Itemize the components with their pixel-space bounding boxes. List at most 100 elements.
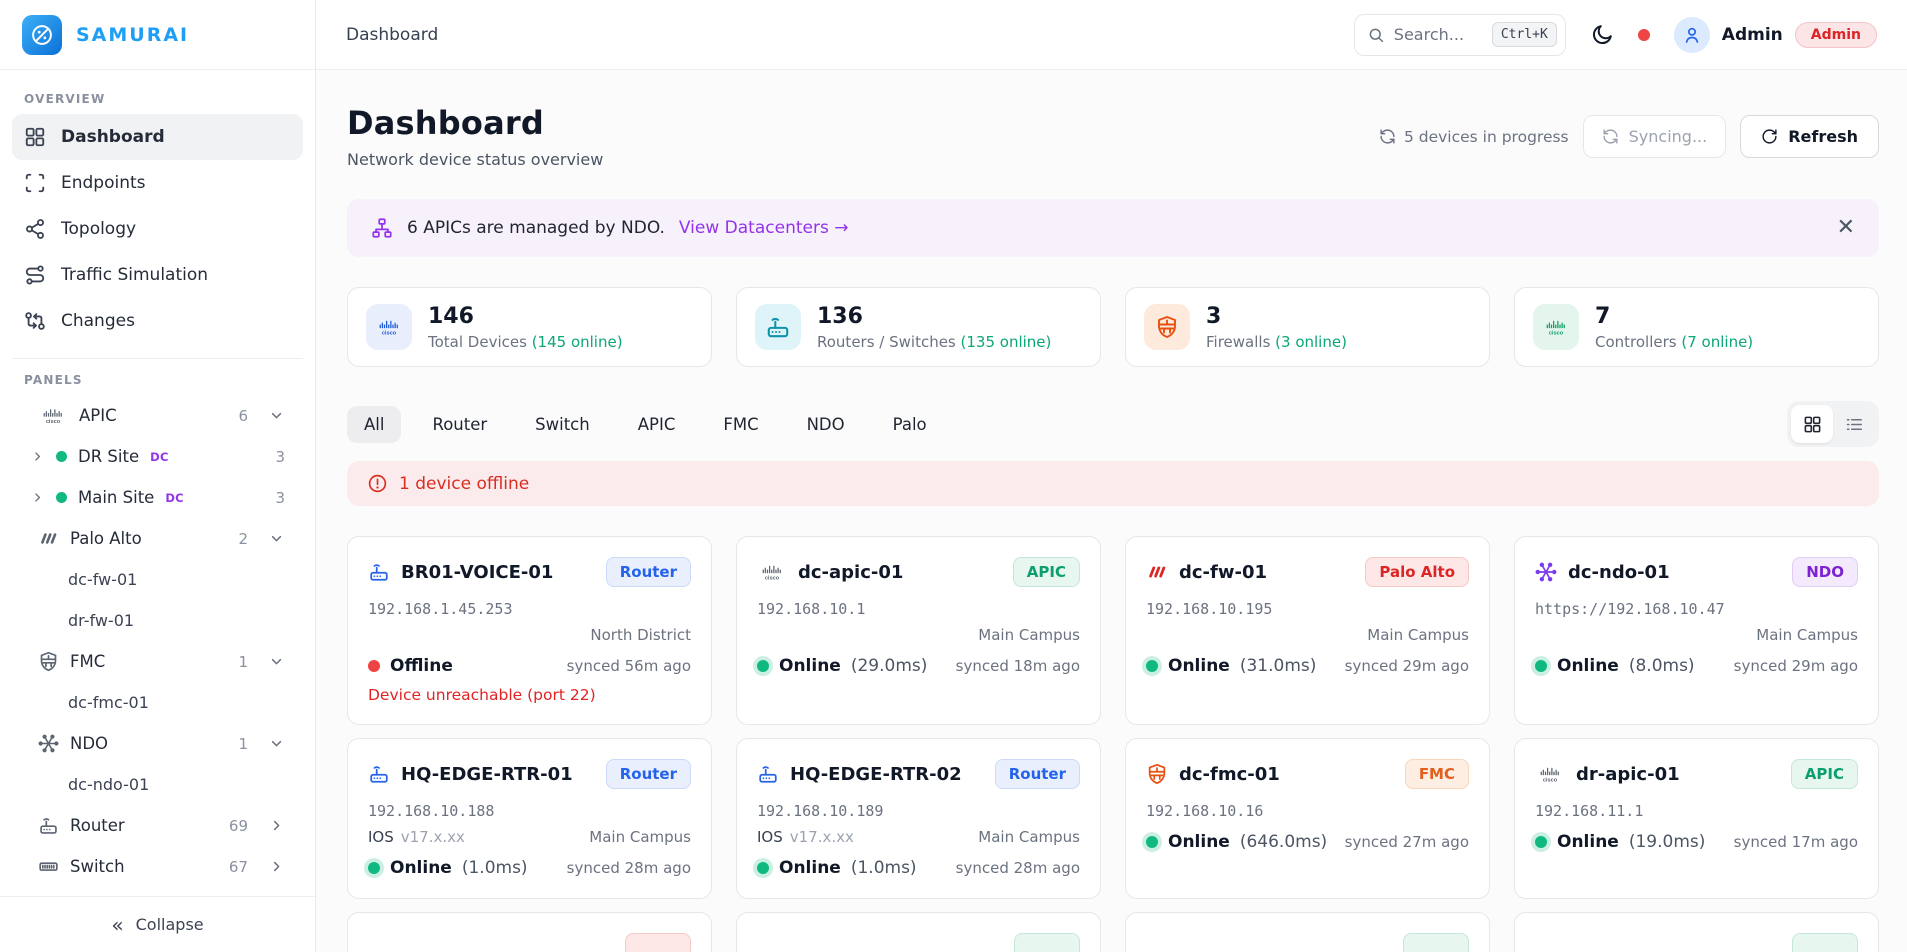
sidebar-item-traffic-simulation[interactable]: Traffic Simulation [12,252,303,298]
tab-router[interactable]: Router [432,414,488,434]
panel-group-fmc[interactable]: FMC 1 [12,641,303,682]
stat-online-count: (145 online) [531,332,623,351]
device-card-partial[interactable] [736,912,1101,952]
panel-group-palo-alto[interactable]: Palo Alto 2 [12,518,303,559]
sync-icon [1379,128,1396,145]
chevron-down-icon[interactable] [268,735,285,752]
chevron-right-icon[interactable] [268,817,285,834]
tab-all[interactable]: All [347,405,402,443]
chevron-right-icon[interactable] [268,858,285,875]
chevron-right-icon[interactable] [30,490,45,505]
panel-group-ndo[interactable]: NDO 1 [12,723,303,764]
device-status: Online [779,858,841,878]
user-avatar-icon [1673,16,1710,53]
close-icon[interactable]: ✕ [1836,215,1855,240]
endpoints-scan-icon [24,172,46,194]
tab-ndo[interactable]: NDO [806,414,845,434]
panel-count: 2 [238,529,248,548]
device-status: Online [390,858,452,878]
panel-device-dc-ndo-01[interactable]: dc-ndo-01 [12,764,303,805]
device-type-badge: Router [994,759,1080,789]
device-grid: BR01-VOICE-01 Router 192.168.1.45.253 No… [347,536,1879,952]
panel-device-dc-fw-01[interactable]: dc-fw-01 [12,559,303,600]
section-label-overview: OVERVIEW [24,92,106,106]
firewall-shield-icon [1144,304,1190,350]
notification-dot[interactable] [1637,28,1650,41]
device-location: Main Campus [1367,626,1469,644]
user-menu[interactable]: Admin Admin [1673,16,1877,53]
sidebar-collapse-button[interactable]: « Collapse [0,896,315,952]
panel-device-dc-fmc-01[interactable]: dc-fmc-01 [12,682,303,723]
tab-switch[interactable]: Switch [535,414,590,434]
page-title: Dashboard [347,104,544,142]
breadcrumb: Dashboard [346,24,439,45]
device-type-badge: Palo Alto [1365,557,1469,587]
sidebar-item-changes[interactable]: Changes [12,298,303,344]
device-card-hq-edge-rtr-02[interactable]: HQ-EDGE-RTR-02 Router 192.168.10.189 IOS… [736,738,1101,899]
tab-fmc[interactable]: FMC [723,414,759,434]
chevron-down-icon[interactable] [268,407,285,424]
device-card-br01-voice-01[interactable]: BR01-VOICE-01 Router 192.168.1.45.253 No… [347,536,712,725]
chevron-down-icon[interactable] [268,530,285,547]
panel-group-switch[interactable]: Switch 67 [12,846,303,887]
device-synced: synced 56m ago [566,657,691,675]
device-ip: 192.168.10.16 [1146,802,1264,820]
syncing-label: Syncing... [1628,127,1708,146]
device-type-badge: Router [605,557,691,587]
panel-group-apic[interactable]: APIC 6 [12,395,303,436]
tab-palo[interactable]: Palo [892,414,927,434]
page-subtitle: Network device status overview [347,150,604,169]
site-label: Main Site [78,488,155,507]
router-icon [368,763,390,785]
refresh-button[interactable]: Refresh [1740,115,1879,158]
device-card-dc-apic-01[interactable]: dc-apic-01 APIC 192.168.10.1 Main Campus… [736,536,1101,725]
panel-site-dr[interactable]: DR Site DC 3 [12,436,303,477]
panel-device-dr-fw-01[interactable]: dr-fw-01 [12,600,303,641]
device-card-partial[interactable] [1125,912,1490,952]
device-location: Main Campus [589,828,691,846]
panel-site-main[interactable]: Main Site DC 3 [12,477,303,518]
tab-apic[interactable]: APIC [637,414,676,434]
chevron-right-icon[interactable] [30,449,45,464]
chevron-down-icon[interactable] [268,653,285,670]
progress-text: 5 devices in progress [1403,127,1569,146]
device-synced: synced 28m ago [955,859,1080,877]
topology-icon [24,218,46,240]
sidebar-nav: OVERVIEW Dashboard Endpoints Topology Tr… [0,70,315,896]
panel-count: 6 [238,406,248,425]
stats-row: 146 Total Devices (145 online) 136 Route… [347,287,1879,367]
grid-view-icon[interactable] [1791,405,1833,443]
search-input[interactable]: Search... Ctrl+K [1353,13,1566,56]
stat-value: 3 [1206,303,1222,329]
device-card-dc-fw-01[interactable]: dc-fw-01 Palo Alto 192.168.10.195 Main C… [1125,536,1490,725]
sidebar-item-label: Changes [61,311,135,331]
status-dot-offline [368,660,380,672]
panel-group-router[interactable]: Router 69 [12,805,303,846]
syncing-button[interactable]: Syncing... [1582,115,1727,158]
list-view-icon[interactable] [1833,405,1875,443]
device-card-partial[interactable] [1514,912,1879,952]
device-name: BR01-VOICE-01 [401,561,554,583]
view-datacenters-link[interactable]: View Datacenters → [678,218,849,238]
device-card-dr-apic-01[interactable]: dr-apic-01 APIC 192.168.11.1 Online (19.… [1514,738,1879,899]
device-type-badge: APIC [1012,557,1080,587]
device-card-dc-fmc-01[interactable]: dc-fmc-01 FMC 192.168.10.16 Online (646.… [1125,738,1490,899]
device-os-version: v17.x.xx [789,828,854,846]
device-status: Online [779,656,841,676]
device-card-hq-edge-rtr-01[interactable]: HQ-EDGE-RTR-01 Router 192.168.10.188 IOS… [347,738,712,899]
sidebar-item-endpoints[interactable]: Endpoints [12,160,303,206]
panel-label: FMC [70,652,106,671]
dc-badge: DC [165,490,184,505]
device-error: Device unreachable (port 22) [368,686,596,704]
traffic-simulation-icon [24,264,46,286]
device-name: HQ-EDGE-RTR-01 [401,763,573,785]
device-ip: 192.168.11.1 [1535,802,1644,820]
sync-progress-indicator: 5 devices in progress [1379,128,1569,146]
site-online-dot [56,492,67,503]
sidebar-item-topology[interactable]: Topology [12,206,303,252]
sidebar-item-dashboard[interactable]: Dashboard [12,114,303,160]
device-card-dc-ndo-01[interactable]: dc-ndo-01 NDO https://192.168.10.47 Main… [1514,536,1879,725]
dark-mode-toggle[interactable] [1590,23,1614,47]
device-card-partial[interactable] [347,912,712,952]
